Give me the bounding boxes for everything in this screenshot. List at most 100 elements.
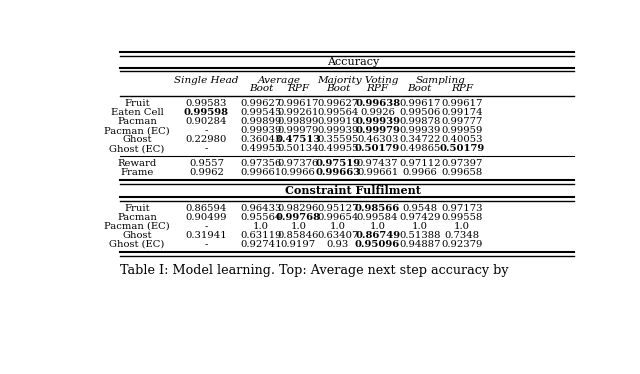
Text: 0.98296: 0.98296: [278, 204, 319, 213]
Text: 0.9548: 0.9548: [402, 204, 437, 213]
Text: 0.31941: 0.31941: [186, 231, 227, 240]
Text: Ghost: Ghost: [122, 135, 152, 144]
Text: 0.9557: 0.9557: [189, 159, 224, 168]
Text: 0.92741: 0.92741: [240, 240, 282, 249]
Text: 0.9962: 0.9962: [189, 168, 224, 177]
Text: 0.99939: 0.99939: [399, 126, 440, 135]
Text: 0.99558: 0.99558: [441, 213, 483, 222]
Text: 0.97173: 0.97173: [441, 204, 483, 213]
Text: 0.63407: 0.63407: [317, 231, 358, 240]
Text: 0.46303: 0.46303: [357, 135, 398, 144]
Text: 0.99545: 0.99545: [240, 108, 282, 117]
Text: 0.49955: 0.49955: [317, 144, 358, 153]
Text: 0.35595: 0.35595: [317, 135, 358, 144]
Text: 0.95564: 0.95564: [241, 213, 282, 222]
Text: 0.99584: 0.99584: [357, 213, 398, 222]
Text: 0.99919: 0.99919: [317, 117, 358, 126]
Text: Sampling: Sampling: [416, 76, 466, 85]
Text: Ghost: Ghost: [122, 231, 152, 240]
Text: 0.97429: 0.97429: [399, 213, 440, 222]
Text: 0.99598: 0.99598: [184, 108, 229, 117]
Text: 0.93: 0.93: [327, 240, 349, 249]
Text: Average: Average: [258, 76, 301, 85]
Text: 0.51388: 0.51388: [399, 231, 440, 240]
Text: 0.96433: 0.96433: [241, 204, 282, 213]
Text: 0.99939: 0.99939: [317, 126, 358, 135]
Text: 0.99658: 0.99658: [442, 168, 483, 177]
Text: Eaten Cell: Eaten Cell: [111, 108, 163, 117]
Text: 0.94887: 0.94887: [399, 240, 440, 249]
Text: 1.0: 1.0: [330, 222, 346, 231]
Text: -: -: [205, 240, 208, 249]
Text: Ghost (EC): Ghost (EC): [109, 240, 164, 249]
Text: Single Head: Single Head: [174, 76, 239, 85]
Text: Boot: Boot: [326, 84, 350, 93]
Text: 0.99654: 0.99654: [317, 213, 358, 222]
Text: 0.63119: 0.63119: [240, 231, 282, 240]
Text: 0.99878: 0.99878: [399, 117, 440, 126]
Text: Pacman: Pacman: [117, 117, 157, 126]
Text: Pacman (EC): Pacman (EC): [104, 126, 170, 135]
Text: 0.86749: 0.86749: [355, 231, 400, 240]
Text: Reward: Reward: [117, 159, 157, 168]
Text: 0.97356: 0.97356: [241, 159, 282, 168]
Text: 0.95127: 0.95127: [317, 204, 358, 213]
Text: Boot: Boot: [408, 84, 432, 93]
Text: 0.99627: 0.99627: [317, 99, 358, 108]
Text: 0.49955: 0.49955: [240, 144, 282, 153]
Text: 1.0: 1.0: [412, 222, 428, 231]
Text: Table I: Model learning. Top: Average next step accuracy by: Table I: Model learning. Top: Average ne…: [120, 264, 508, 278]
Text: RPF: RPF: [287, 84, 309, 93]
Text: 0.92379: 0.92379: [441, 240, 483, 249]
Text: 0.7348: 0.7348: [444, 231, 479, 240]
Text: 0.9926: 0.9926: [360, 108, 395, 117]
Text: Ghost (EC): Ghost (EC): [109, 144, 164, 153]
Text: 0.99627: 0.99627: [241, 99, 282, 108]
Text: 0.99768: 0.99768: [276, 213, 321, 222]
Text: 0.90499: 0.90499: [186, 213, 227, 222]
Text: 0.97376: 0.97376: [278, 159, 319, 168]
Text: Constraint Fulfilment: Constraint Fulfilment: [285, 185, 420, 196]
Text: 0.99617: 0.99617: [441, 99, 483, 108]
Text: 0.50179: 0.50179: [439, 144, 484, 153]
Text: 0.86594: 0.86594: [186, 204, 227, 213]
Text: Boot: Boot: [249, 84, 273, 93]
Text: RPF: RPF: [451, 84, 473, 93]
Text: 0.40053: 0.40053: [441, 135, 483, 144]
Text: 0.95096: 0.95096: [355, 240, 400, 249]
Text: Fruit: Fruit: [124, 204, 150, 213]
Text: 0.99661: 0.99661: [357, 168, 398, 177]
Text: RPF: RPF: [367, 84, 388, 93]
Text: 0.99583: 0.99583: [186, 99, 227, 108]
Text: -: -: [205, 222, 208, 231]
Text: 0.99617: 0.99617: [278, 99, 319, 108]
Text: 0.97112: 0.97112: [399, 159, 440, 168]
Text: 0.99564: 0.99564: [317, 108, 358, 117]
Text: 0.85846: 0.85846: [278, 231, 319, 240]
Text: 0.22980: 0.22980: [186, 135, 227, 144]
Text: 0.99899: 0.99899: [241, 117, 282, 126]
Text: Fruit: Fruit: [124, 99, 150, 108]
Text: 0.97519: 0.97519: [316, 159, 360, 168]
Text: 0.99261: 0.99261: [278, 108, 319, 117]
Text: 0.99939: 0.99939: [241, 126, 282, 135]
Text: 0.9966: 0.9966: [281, 168, 316, 177]
Text: 0.99979: 0.99979: [278, 126, 319, 135]
Text: 0.47513: 0.47513: [276, 135, 321, 144]
Text: 0.99663: 0.99663: [316, 168, 360, 177]
Text: 0.99617: 0.99617: [399, 99, 440, 108]
Text: 0.50179: 0.50179: [355, 144, 400, 153]
Text: 0.99638: 0.99638: [355, 99, 400, 108]
Text: 1.0: 1.0: [454, 222, 470, 231]
Text: 0.97437: 0.97437: [357, 159, 398, 168]
Text: 0.90284: 0.90284: [186, 117, 227, 126]
Text: Frame: Frame: [120, 168, 154, 177]
Text: Pacman (EC): Pacman (EC): [104, 222, 170, 231]
Text: 0.99899: 0.99899: [278, 117, 319, 126]
Text: Majority Voting: Majority Voting: [317, 76, 399, 85]
Text: -: -: [205, 144, 208, 153]
Text: 1.0: 1.0: [291, 222, 307, 231]
Text: Pacman: Pacman: [117, 213, 157, 222]
Text: 0.97397: 0.97397: [441, 159, 483, 168]
Text: 0.99959: 0.99959: [441, 126, 483, 135]
